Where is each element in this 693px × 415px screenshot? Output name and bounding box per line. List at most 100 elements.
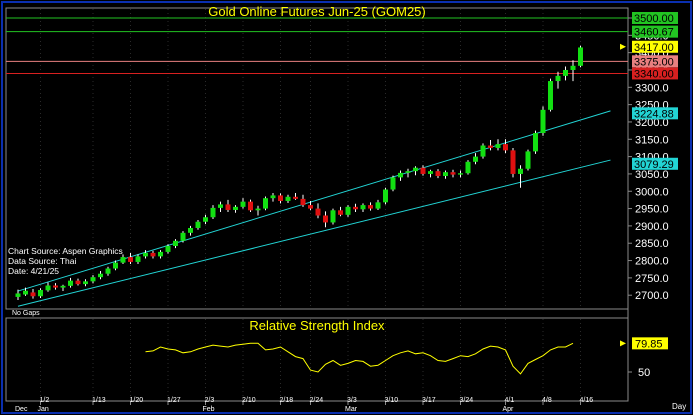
channel-line (17, 110, 611, 292)
y-tick-label: 2950.0 (635, 204, 669, 216)
candle-body (173, 240, 178, 246)
x-tick-label: 4/16 (580, 397, 594, 404)
price-label-box (632, 12, 678, 24)
price-label-text: 3417.00 (634, 42, 674, 54)
candle-body (495, 144, 501, 148)
candle-body (405, 171, 411, 173)
no-gaps-label: No Gaps (12, 310, 40, 317)
candle-body (345, 206, 351, 215)
candle-body (15, 293, 21, 297)
candle-body (555, 75, 561, 82)
candle-body (360, 205, 366, 210)
candle-body (480, 145, 486, 157)
grid-layer (40, 9, 581, 400)
x-tick-label: 3/24 (460, 397, 474, 404)
x-tick-label: 2/24 (310, 397, 324, 404)
candle-body (53, 285, 58, 288)
candle-body (563, 69, 568, 76)
candle-body (420, 167, 426, 174)
candle-body (300, 198, 306, 206)
candle-body (263, 198, 268, 209)
price-label: 3460.67 (632, 25, 678, 39)
rsi-title: Relative Strength Index (249, 318, 385, 333)
candle-body (255, 208, 261, 211)
price-label-box (632, 55, 678, 68)
price-label: 3079.29 (632, 157, 678, 171)
candle-body (195, 221, 201, 228)
y-tick-label: 2800.0 (635, 256, 669, 268)
candle-body (248, 201, 253, 211)
price-label-text: 3460.67 (634, 27, 674, 39)
candle-body (540, 109, 546, 134)
candle-body (503, 144, 508, 151)
price-label: 3340.00 (632, 67, 678, 80)
candle-body (98, 273, 103, 278)
x-unit-label: Day (672, 402, 686, 411)
note-date: Date: 4/21/25 (8, 266, 59, 276)
y-tick-label: 3000.0 (635, 186, 669, 198)
candle-body (203, 217, 208, 222)
price-label: 3500.00 (632, 12, 678, 25)
candle-body (548, 81, 553, 110)
candle-body (135, 256, 141, 262)
channel-lines-layer (17, 110, 611, 307)
candle-body (158, 251, 163, 257)
price-label-box (632, 157, 678, 170)
candle-body (435, 171, 441, 177)
price-label-text: 3500.00 (634, 13, 674, 25)
horizontal-lines-layer (6, 17, 628, 74)
candle-body (120, 257, 126, 263)
candle-body (533, 133, 538, 152)
candle-body (38, 290, 43, 297)
price-label-text: 3224.88 (634, 108, 674, 120)
y-tick-label: 3200.0 (635, 117, 669, 129)
candle-body (105, 268, 111, 274)
y-tick-label: 2900.0 (635, 221, 669, 233)
month-label: Dec (15, 406, 28, 413)
y-tick-label: 3150.0 (635, 134, 669, 146)
candles-layer (15, 45, 583, 301)
price-label-box (632, 67, 678, 80)
channel-line (17, 159, 611, 307)
candle-body (428, 171, 433, 174)
candle-body (570, 65, 576, 70)
candle-body (293, 196, 298, 199)
candle-body (165, 245, 171, 252)
x-tick-label: 1/27 (167, 397, 181, 404)
x-tick-label: 1/2 (40, 397, 50, 404)
candle-body (285, 196, 291, 201)
rsi-value-box (632, 337, 668, 350)
candle-body (30, 292, 36, 297)
rsi-arrow (620, 340, 626, 347)
candle-body (450, 172, 456, 175)
y-tick-label: 3050.0 (635, 169, 669, 181)
y-tick-label: 2700.0 (635, 290, 669, 302)
candle-body (90, 277, 96, 282)
candle-body (390, 177, 396, 190)
candle-body (443, 172, 448, 177)
candle-body (233, 206, 238, 210)
candle-body (458, 173, 463, 175)
month-label: Feb (203, 406, 215, 413)
rsi-tick-label: 50 (638, 367, 650, 379)
candle-body (83, 281, 88, 285)
x-tick-label: 3/3 (347, 397, 357, 404)
candle-body (308, 205, 313, 209)
candle-body (240, 201, 246, 207)
candle-body (375, 202, 381, 209)
candle-body (188, 227, 193, 233)
candle-body (383, 189, 388, 203)
x-tick-label: 4/1 (505, 397, 515, 404)
price-label-box (632, 107, 678, 120)
candle-body (353, 206, 358, 210)
month-label: Apr (503, 406, 515, 413)
rsi-layer: 79.85 50 (145, 337, 668, 379)
candle-body (128, 257, 133, 262)
note-data-source: Data Source: Thai (8, 256, 76, 266)
chart-title: Gold Online Futures Jun-25 (GOM25) (208, 4, 425, 19)
candle-body (315, 208, 321, 216)
rsi-value-text: 79.85 (635, 338, 663, 350)
candle-body (180, 232, 186, 241)
